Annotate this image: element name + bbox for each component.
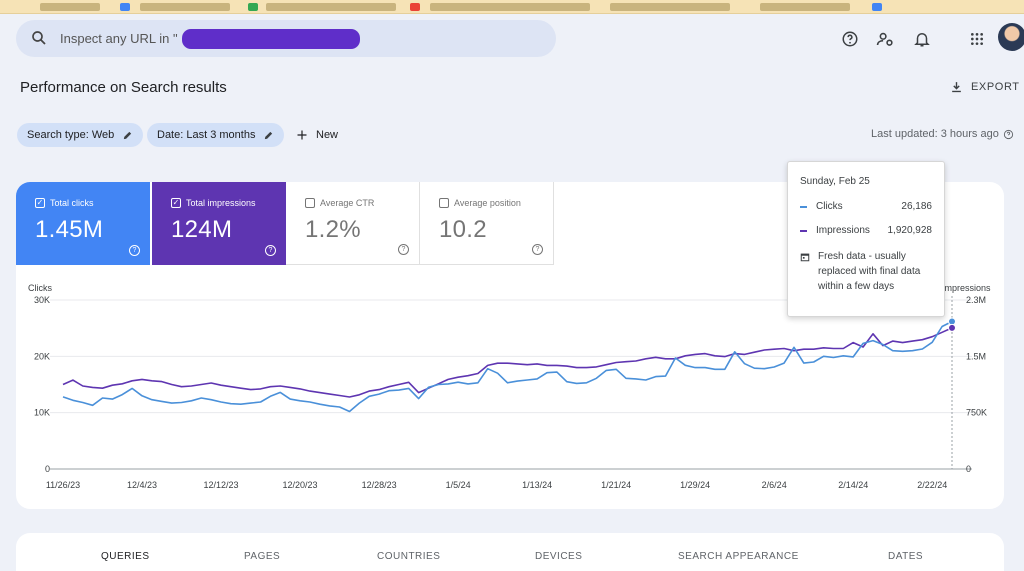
metric-value: 10.2	[439, 216, 487, 243]
right-axis-title: Impressions	[942, 283, 991, 293]
metric-value: 1.45M	[35, 216, 104, 243]
tooltip-impressions-row: Impressions 1,920,928	[800, 225, 932, 236]
clicks-swatch	[800, 205, 807, 208]
tooltip-note-text: Fresh data - usually replaced with final…	[818, 251, 921, 292]
tab-devices[interactable]: DEVICES	[535, 551, 583, 562]
filter-chip-date[interactable]: Date: Last 3 months	[147, 123, 285, 147]
tooltip-clicks-label: Clicks	[816, 201, 843, 212]
checkbox-unchecked-icon[interactable]	[305, 198, 315, 208]
last-updated: Last updated: 3 hours ago	[871, 128, 1014, 140]
apps-grid-icon[interactable]	[966, 28, 988, 50]
new-filter-button[interactable]: New	[296, 124, 338, 146]
filter-chip-label: Search type: Web	[27, 129, 115, 141]
help-icon[interactable]: ?	[265, 245, 276, 256]
tab-queries[interactable]: QUERIES	[101, 551, 150, 562]
pencil-icon	[124, 131, 132, 139]
help-icon[interactable]: ?	[398, 244, 409, 255]
dimension-tabs: QUERIES PAGES COUNTRIES DEVICES SEARCH A…	[16, 533, 1004, 571]
tooltip-date: Sunday, Feb 25	[800, 176, 870, 187]
bell-icon[interactable]	[911, 28, 933, 50]
chart-tooltip: Sunday, Feb 25 Clicks 26,186 Impressions…	[787, 161, 945, 317]
metric-total-impressions[interactable]: ✓ Total impressions 124M ?	[152, 182, 286, 265]
browser-bookmarks-bar	[0, 0, 1024, 14]
metric-label: Total clicks	[50, 198, 94, 208]
avatar[interactable]	[998, 23, 1024, 51]
help-icon[interactable]	[839, 28, 861, 50]
metric-average-position[interactable]: Average position 10.2 ?	[420, 182, 554, 265]
metric-label: Average CTR	[320, 198, 375, 208]
calendar-icon	[800, 253, 810, 262]
redacted-property-name	[182, 29, 360, 49]
impressions-swatch	[800, 229, 807, 232]
page-title: Performance on Search results	[20, 79, 227, 96]
download-icon	[952, 82, 961, 93]
help-icon[interactable]	[1003, 129, 1014, 140]
filter-chip-search-type[interactable]: Search type: Web	[17, 123, 144, 147]
tooltip-clicks-row: Clicks 26,186	[800, 201, 932, 212]
left-axis-title: Clicks	[28, 283, 52, 293]
tooltip-impressions-label: Impressions	[816, 225, 870, 236]
tooltip-impressions-value: 1,920,928	[887, 225, 933, 236]
export-button[interactable]: EXPORT	[950, 78, 1020, 96]
checkbox-checked-icon[interactable]: ✓	[35, 198, 45, 208]
checkbox-checked-icon[interactable]: ✓	[171, 198, 181, 208]
search-icon	[32, 31, 46, 45]
last-updated-text: Last updated: 3 hours ago	[871, 128, 999, 140]
url-inspection-search[interactable]: Inspect any URL in "	[16, 20, 556, 57]
tab-search-appearance[interactable]: SEARCH APPEARANCE	[678, 551, 799, 562]
metric-value: 1.2%	[305, 216, 361, 243]
manage-accounts-icon[interactable]	[874, 28, 896, 50]
help-icon[interactable]: ?	[129, 245, 140, 256]
pencil-icon	[265, 131, 273, 139]
plus-icon	[297, 130, 307, 140]
metric-label: Total impressions	[186, 198, 256, 208]
tooltip-clicks-value: 26,186	[901, 201, 932, 212]
filter-chip-label: Date: Last 3 months	[157, 129, 256, 141]
new-filter-label: New	[316, 129, 339, 141]
checkbox-unchecked-icon[interactable]	[439, 198, 449, 208]
metric-label: Average position	[454, 198, 521, 208]
tab-dates[interactable]: DATES	[888, 551, 924, 562]
tooltip-note: Fresh data - usually replaced with final…	[800, 249, 932, 294]
app-bar: Inspect any URL in "	[0, 14, 1024, 64]
export-label: EXPORT	[971, 81, 1020, 93]
help-icon[interactable]: ?	[532, 244, 543, 255]
search-placeholder: Inspect any URL in "	[60, 31, 178, 46]
metric-total-clicks[interactable]: ✓ Total clicks 1.45M ?	[16, 182, 150, 265]
tab-countries[interactable]: COUNTRIES	[377, 551, 441, 562]
metric-average-ctr[interactable]: Average CTR 1.2% ?	[286, 182, 420, 265]
tab-pages[interactable]: PAGES	[244, 551, 281, 562]
metric-value: 124M	[171, 216, 233, 243]
